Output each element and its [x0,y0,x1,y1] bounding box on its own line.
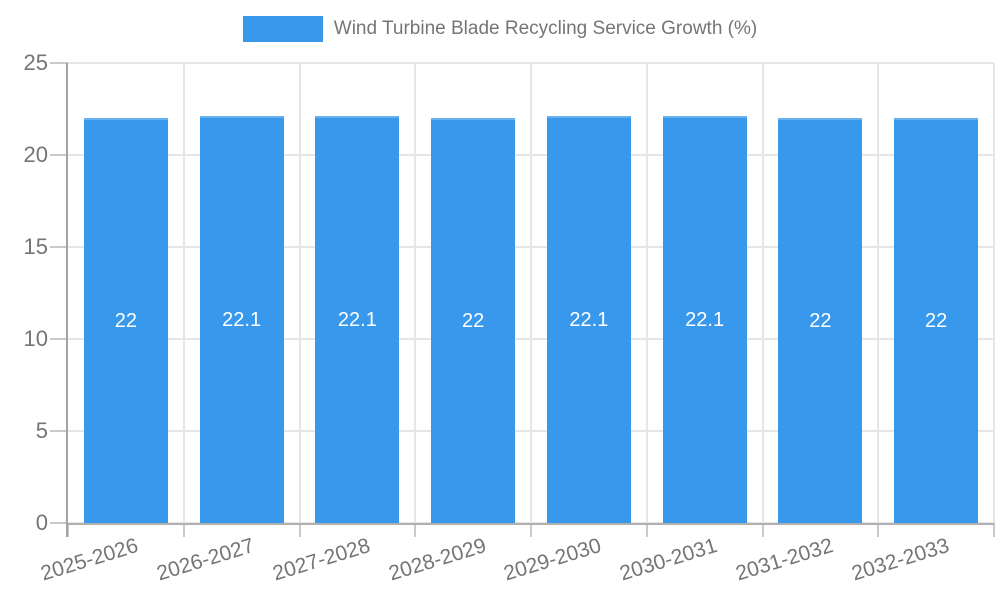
gridline [530,63,532,523]
y-axis-label: 0 [35,510,48,535]
bar-2026-2027[interactable] [199,116,284,523]
bar-2031-2032[interactable] [778,118,863,523]
x-axis-label: 2032-2033 [848,534,952,586]
gridline [298,63,301,523]
y-axis-tick [50,338,68,340]
chart-legend[interactable]: Wind Turbine Blade Recycling Service Gro… [0,16,1000,42]
y-axis-label: 20 [23,142,48,167]
legend-label: Wind Turbine Blade Recycling Service Gro… [333,18,758,39]
gridline [993,63,995,523]
bar-2032-2033[interactable] [894,118,979,523]
x-axis-tick [414,523,417,537]
gridline [761,63,764,523]
x-axis-label: 2027-2028 [270,534,373,586]
x-axis-tick [298,523,301,537]
y-axis-line [66,63,68,537]
x-axis-label: 2026-2027 [154,534,258,586]
x-axis-tick [182,523,185,537]
y-axis-tick [50,246,68,248]
x-axis-label: 2030-2031 [617,534,721,586]
bar-2030-2031[interactable] [662,116,747,523]
y-axis-label: 10 [23,326,48,351]
y-axis-tick [50,62,68,64]
x-axis-line [68,523,994,525]
y-axis-tick [50,522,68,524]
y-axis-label: 15 [23,234,48,259]
gridline [645,63,648,523]
gridline [182,63,185,523]
x-axis-label: 2031-2032 [733,534,836,586]
x-axis-label: 2029-2030 [501,534,605,586]
y-axis-tick [50,430,68,432]
x-axis-label: 2025-2026 [38,534,142,586]
x-axis-tick [993,523,995,537]
bar-2029-2030[interactable] [546,116,631,523]
legend-swatch [242,16,323,42]
bar-2025-2026[interactable] [83,118,168,523]
x-axis-tick [530,523,532,537]
x-axis-label: 2028-2029 [385,534,489,586]
x-axis-tick [645,523,648,537]
x-axis-tick [67,523,69,537]
x-axis-tick [877,523,880,537]
gridline [877,63,880,523]
bar-2028-2029[interactable] [431,118,516,523]
y-axis-label: 5 [35,418,48,443]
y-axis-label: 25 [23,50,48,75]
x-axis-tick [761,523,764,537]
y-axis-tick [50,154,68,156]
gridline [414,63,417,523]
bar-2027-2028[interactable] [315,116,400,523]
